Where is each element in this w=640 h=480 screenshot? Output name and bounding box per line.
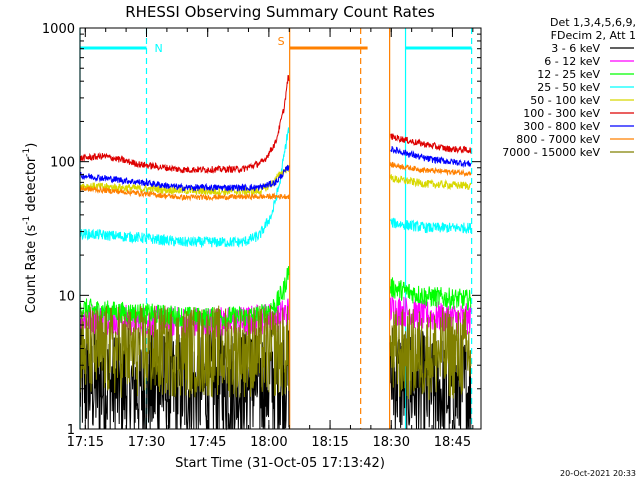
y-tick-label: 100 bbox=[50, 156, 75, 171]
legend-label: 800 - 7000 keV bbox=[516, 133, 600, 146]
legend-label: 300 - 800 keV bbox=[523, 120, 600, 133]
flag-label: N bbox=[154, 42, 162, 55]
legend: Det 1,3,4,5,6,9, FDecim 2, Att 1 3 - 6 k… bbox=[502, 16, 636, 159]
legend-label: 12 - 25 keV bbox=[537, 68, 600, 81]
legend-label: 3 - 6 keV bbox=[551, 42, 600, 55]
series-line-800-7000-kev bbox=[79, 185, 290, 202]
y-tick-label: 1000 bbox=[42, 22, 75, 37]
x-tick-label: 18:45 bbox=[434, 435, 471, 450]
plot-frame bbox=[79, 27, 482, 430]
y-axis-label: Count Rate (s-1 detector-1) bbox=[22, 143, 39, 314]
x-axis-ticks: 17:15 17:30 17:45 18:00 18:15 18:30 18:45 bbox=[67, 28, 474, 450]
series-line-25-50-kev bbox=[79, 127, 290, 248]
x-tick-label: 17:45 bbox=[189, 435, 226, 450]
series-line-7000-15000-kev bbox=[79, 305, 290, 398]
series-line-7000-15000-kev bbox=[389, 307, 472, 401]
x-tick-label: 17:30 bbox=[128, 435, 165, 450]
x-tick-label: 18:00 bbox=[250, 435, 287, 450]
legend-header-line-2: FDecim 2, Att 1 bbox=[551, 29, 636, 42]
series-lines bbox=[79, 75, 472, 431]
y-axis-ticks: 1 10 100 1000 bbox=[42, 22, 481, 438]
flag-bars: NS bbox=[80, 35, 472, 55]
legend-label: 6 - 12 keV bbox=[544, 55, 600, 68]
y-tick-label: 10 bbox=[58, 289, 75, 304]
series-line-25-50-kev bbox=[389, 217, 472, 235]
series-line-300-800-kev bbox=[79, 165, 290, 193]
series-line-100-300-kev bbox=[390, 133, 472, 154]
legend-label: 7000 - 15000 keV bbox=[502, 146, 600, 159]
legend-header-line-1: Det 1,3,4,5,6,9, bbox=[550, 16, 636, 29]
series-line-12-25-kev bbox=[389, 277, 472, 311]
series-line-100-300-kev bbox=[79, 75, 290, 175]
legend-label: 50 - 100 keV bbox=[530, 94, 600, 107]
x-tick-label: 18:15 bbox=[311, 435, 348, 450]
flag-label: S bbox=[278, 35, 285, 48]
chart-title: RHESSI Observing Summary Count Rates bbox=[125, 3, 435, 21]
series-line-800-7000-kev bbox=[389, 161, 472, 178]
series-line-50-100-kev bbox=[79, 164, 290, 197]
series-line-300-800-kev bbox=[390, 146, 472, 168]
generation-timestamp: 20-Oct-2021 20:33 bbox=[560, 469, 636, 478]
legend-label: 100 - 300 keV bbox=[523, 107, 600, 120]
y-tick-label: 1 bbox=[67, 423, 75, 438]
series-line-50-100-kev bbox=[389, 173, 472, 191]
x-tick-label: 18:30 bbox=[373, 435, 410, 450]
x-axis-label: Start Time (31-Oct-05 17:13:42) bbox=[175, 456, 385, 471]
legend-label: 25 - 50 keV bbox=[537, 81, 600, 94]
x-tick-label: 17:15 bbox=[67, 435, 104, 450]
